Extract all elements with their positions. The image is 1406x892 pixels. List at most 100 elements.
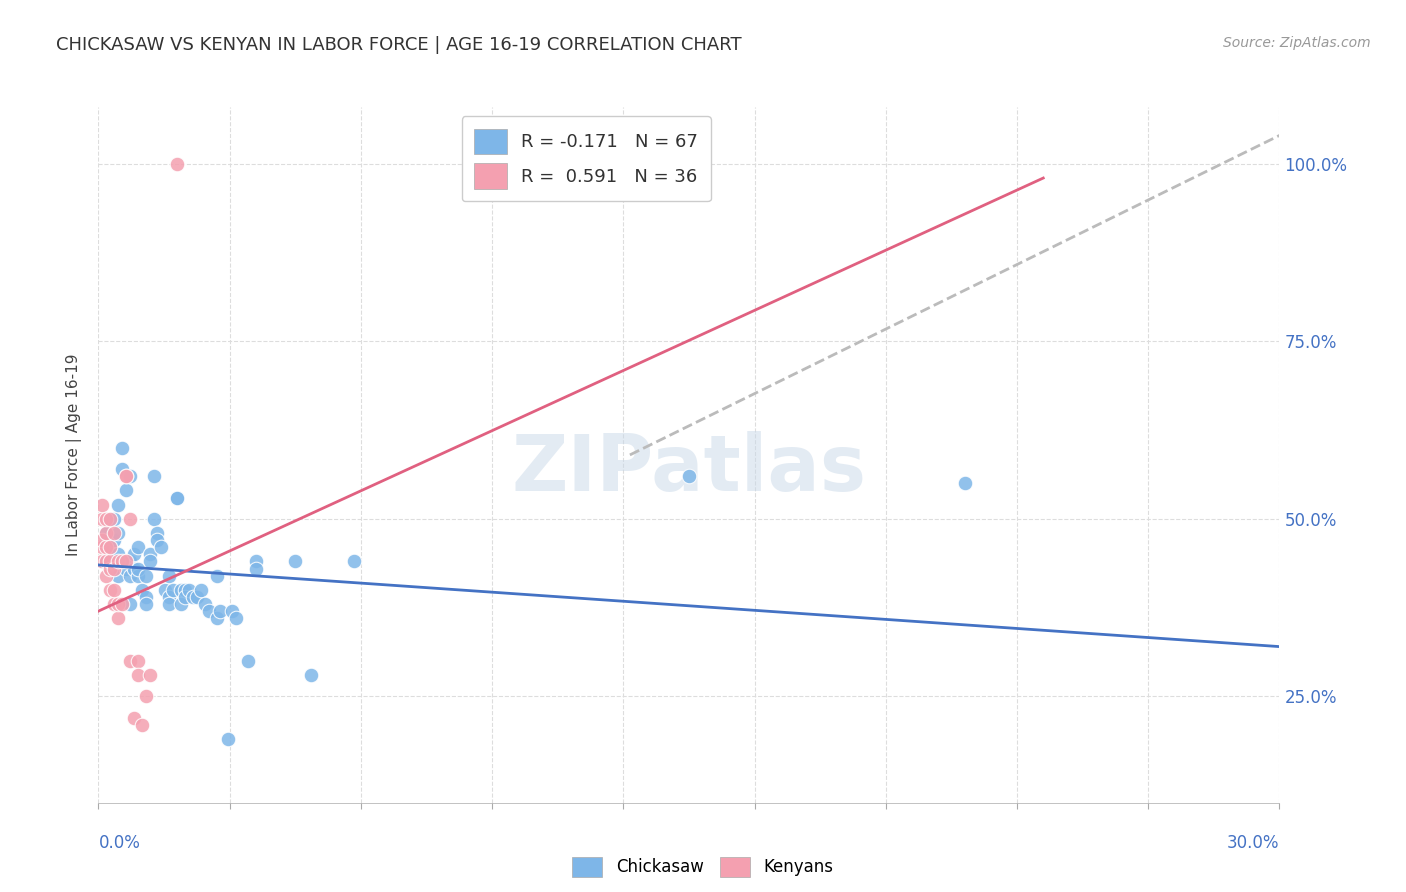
Point — [115, 469, 138, 483]
Point — [181, 590, 204, 604]
Point — [127, 668, 149, 682]
Point — [118, 654, 141, 668]
Point — [142, 512, 165, 526]
Point — [225, 611, 247, 625]
Point — [236, 654, 259, 668]
Text: 30.0%: 30.0% — [1227, 834, 1279, 852]
Point — [135, 590, 157, 604]
Point — [150, 540, 173, 554]
Point — [146, 526, 169, 541]
Point — [157, 568, 180, 582]
Point — [157, 590, 180, 604]
Point — [111, 441, 134, 455]
Point — [299, 668, 322, 682]
Point — [166, 491, 188, 505]
Point — [98, 512, 121, 526]
Point — [111, 462, 134, 476]
Y-axis label: In Labor Force | Age 16-19: In Labor Force | Age 16-19 — [66, 353, 83, 557]
Point — [107, 526, 129, 541]
Point — [245, 561, 267, 575]
Point — [115, 469, 138, 483]
Point — [170, 582, 193, 597]
Point — [107, 498, 129, 512]
Point — [103, 526, 125, 541]
Point — [98, 540, 121, 554]
Point — [170, 597, 193, 611]
Point — [118, 554, 141, 568]
Point — [166, 157, 188, 171]
Point — [118, 469, 141, 483]
Point — [678, 469, 700, 483]
Point — [127, 561, 149, 575]
Point — [111, 597, 134, 611]
Point — [91, 554, 114, 568]
Point — [162, 582, 184, 597]
Point — [115, 554, 138, 568]
Point — [205, 611, 228, 625]
Point — [221, 604, 243, 618]
Point — [177, 582, 200, 597]
Point — [96, 526, 118, 541]
Point — [127, 654, 149, 668]
Point — [96, 554, 118, 568]
Point — [122, 710, 145, 724]
Point — [138, 554, 160, 568]
Point — [96, 512, 118, 526]
Point — [98, 540, 121, 554]
Point — [953, 476, 976, 491]
Point — [194, 597, 217, 611]
Point — [103, 597, 125, 611]
Point — [91, 498, 114, 512]
Point — [107, 611, 129, 625]
Point — [98, 561, 121, 575]
Point — [91, 540, 114, 554]
Point — [107, 597, 129, 611]
Legend: Chickasaw, Kenyans: Chickasaw, Kenyans — [565, 850, 841, 884]
Point — [91, 512, 114, 526]
Point — [197, 604, 219, 618]
Point — [122, 547, 145, 561]
Point — [96, 568, 118, 582]
Point — [103, 561, 125, 575]
Point — [96, 554, 118, 568]
Point — [107, 547, 129, 561]
Point — [190, 582, 212, 597]
Point — [155, 582, 177, 597]
Text: 0.0%: 0.0% — [98, 834, 141, 852]
Point — [111, 554, 134, 568]
Point — [118, 597, 141, 611]
Point — [174, 590, 197, 604]
Point — [127, 568, 149, 582]
Text: Source: ZipAtlas.com: Source: ZipAtlas.com — [1223, 36, 1371, 50]
Point — [103, 512, 125, 526]
Point — [118, 568, 141, 582]
Point — [122, 561, 145, 575]
Legend: R = -0.171   N = 67, R =  0.591   N = 36: R = -0.171 N = 67, R = 0.591 N = 36 — [461, 116, 711, 202]
Point — [135, 597, 157, 611]
Point — [91, 533, 114, 548]
Point — [284, 554, 307, 568]
Point — [205, 568, 228, 582]
Point — [166, 491, 188, 505]
Text: ZIPatlas: ZIPatlas — [512, 431, 866, 507]
Point — [209, 604, 232, 618]
Point — [127, 540, 149, 554]
Point — [103, 582, 125, 597]
Point — [115, 561, 138, 575]
Point — [138, 668, 160, 682]
Point — [96, 526, 118, 541]
Point — [142, 469, 165, 483]
Point — [115, 554, 138, 568]
Point — [131, 582, 153, 597]
Point — [135, 690, 157, 704]
Point — [174, 582, 197, 597]
Point — [157, 597, 180, 611]
Point — [107, 554, 129, 568]
Point — [138, 547, 160, 561]
Point — [118, 512, 141, 526]
Point — [103, 533, 125, 548]
Point — [115, 483, 138, 498]
Point — [98, 554, 121, 568]
Point — [217, 731, 239, 746]
Point — [343, 554, 366, 568]
